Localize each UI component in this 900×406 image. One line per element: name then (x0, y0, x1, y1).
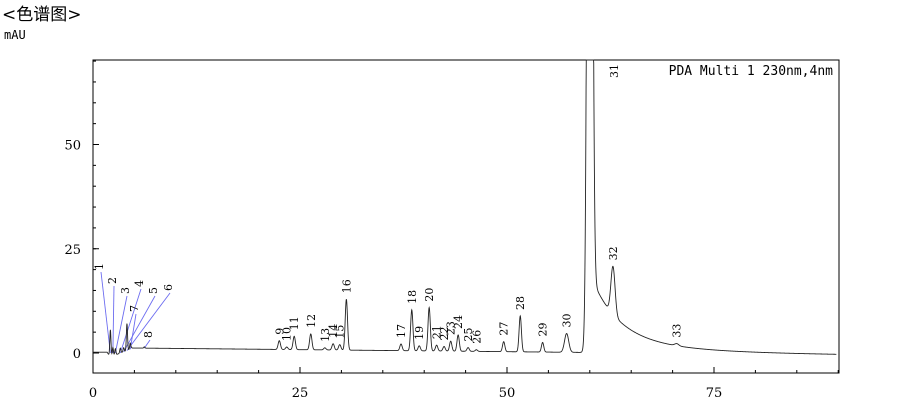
peak-label: 22 (438, 326, 451, 340)
peak-label: 32 (607, 246, 620, 260)
peak-label: 29 (537, 322, 550, 336)
peak-label: 21 (431, 325, 444, 339)
peak-label: 8 (142, 331, 155, 338)
y-tick-label: 0 (73, 347, 81, 362)
peak-leader-line (112, 285, 115, 354)
y-axis-label: mAU (4, 28, 26, 42)
peak-label: 24 (452, 315, 465, 329)
peak-leader-line (143, 339, 151, 349)
peak-label: 16 (340, 279, 353, 293)
x-tick-label: 50 (499, 386, 516, 401)
peak-label: 7 (128, 305, 141, 312)
peak-label: 31 (608, 64, 621, 78)
peak-label: 19 (413, 326, 426, 340)
y-tick-label: 25 (64, 243, 81, 258)
peak-label: 15 (334, 325, 347, 339)
peak-label: 30 (561, 314, 574, 328)
peak-label: 13 (319, 328, 332, 342)
legend-text: PDA Multi 1 230nm,4nm (669, 64, 834, 79)
peak-label: 25 (462, 328, 475, 342)
y-tick-label: 50 (64, 139, 81, 154)
peak-label: 3 (119, 287, 132, 294)
peak-label: 28 (514, 296, 527, 310)
x-tick-label: 0 (89, 386, 97, 401)
x-tick-label: 75 (706, 386, 723, 401)
peak-label: 12 (305, 314, 318, 328)
page-title: <色谱图> (2, 5, 82, 25)
peak-leader-line (119, 288, 142, 354)
peak-label: 2 (106, 277, 119, 284)
peak-leader-line (100, 271, 111, 354)
peak-label: 5 (147, 287, 160, 294)
peak-label: 26 (470, 330, 483, 344)
peak-label: 27 (498, 322, 511, 336)
peak-label: 4 (133, 280, 146, 287)
peak-leader-line (129, 313, 137, 350)
peak-label: 18 (406, 290, 419, 304)
peak-leader-line (126, 292, 171, 351)
chromatogram-trace (93, 59, 837, 355)
x-axis: 0 25 50 75 (89, 367, 839, 401)
peak-label: 11 (288, 316, 301, 330)
peak-label: 33 (671, 324, 684, 338)
plot-frame (92, 59, 840, 374)
x-tick-label: 25 (292, 386, 309, 401)
y-axis: 0 25 50 (64, 60, 99, 362)
peak-label: 17 (395, 324, 408, 338)
peak-label: 23 (445, 321, 458, 335)
peak-label: 9 (273, 328, 286, 335)
peak-label: 1 (93, 263, 106, 270)
peak-leader-lines (100, 271, 171, 354)
peak-label: 20 (423, 288, 436, 302)
peak-label: 6 (162, 284, 175, 291)
peak-leader-line (123, 295, 156, 353)
peak-label: 10 (281, 327, 294, 341)
peak-leader-line (114, 295, 128, 354)
peak-label: 14 (327, 324, 340, 338)
